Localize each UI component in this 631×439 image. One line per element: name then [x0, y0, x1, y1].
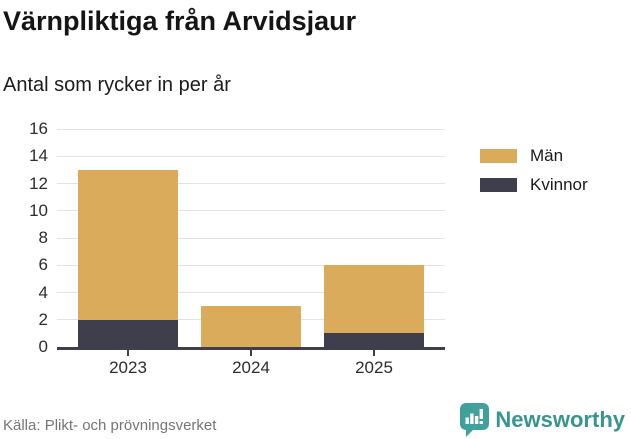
- gridline: [57, 292, 445, 293]
- y-axis-tick-label: 12: [29, 173, 48, 193]
- gridline: [57, 155, 445, 157]
- legend-swatch-man: [480, 148, 517, 163]
- newsworthy-logo-icon: [460, 403, 490, 437]
- y-axis-tick-label: 8: [38, 228, 48, 247]
- legend-label-man: Män: [530, 145, 564, 165]
- source-text: Källa: Plikt- och prövningsverket: [3, 417, 217, 434]
- y-axis-tick-label: 16: [29, 119, 48, 138]
- plot-area: 0 2 4 6 8 10 12 14 16 2023 2024 2025: [29, 119, 445, 377]
- legend-item-man: Män: [480, 145, 588, 165]
- y-axis-tick-label: 2: [38, 309, 48, 329]
- x-axis-tick-label: 2023: [109, 358, 147, 377]
- x-axis-tick: [127, 350, 129, 356]
- brand-name: Newsworthy: [495, 407, 625, 432]
- y-axis-tick-label: 10: [29, 200, 48, 220]
- legend-label-kvinnor: Kvinnor: [530, 174, 588, 194]
- x-axis-line: [57, 347, 445, 350]
- x-axis-tick: [250, 350, 252, 356]
- chart-subtitle: Antal som rycker in per år: [3, 74, 231, 96]
- legend: Män Kvinnor: [480, 145, 588, 206]
- y-axis-tick-label: 4: [38, 282, 48, 302]
- y-axis-tick-label: 14: [29, 146, 48, 166]
- gridline: [57, 237, 445, 239]
- gridline: [57, 128, 445, 130]
- x-axis-tick: [373, 350, 375, 356]
- bar-segment-man: [78, 169, 178, 320]
- bar-segment-man: [201, 306, 301, 347]
- gridline: [57, 183, 445, 184]
- page-title: Värnpliktiga från Arvidsjaur: [3, 6, 357, 36]
- legend-item-kvinnor: Kvinnor: [480, 174, 588, 194]
- y-axis-tick-label: 0: [38, 337, 48, 356]
- gridline: [57, 210, 445, 212]
- bar-segment-kvinnor: [324, 333, 424, 347]
- x-axis-tick-label: 2024: [232, 358, 270, 377]
- y-axis-tick-label: 6: [38, 255, 48, 275]
- x-axis-tick-label: 2025: [355, 358, 393, 377]
- newsworthy-brand[interactable]: Newsworthy: [460, 403, 625, 437]
- bar-segment-kvinnor: [78, 319, 178, 347]
- legend-swatch-kvinnor: [480, 177, 517, 192]
- gridline: [57, 264, 445, 266]
- bar-segment-man: [324, 265, 424, 334]
